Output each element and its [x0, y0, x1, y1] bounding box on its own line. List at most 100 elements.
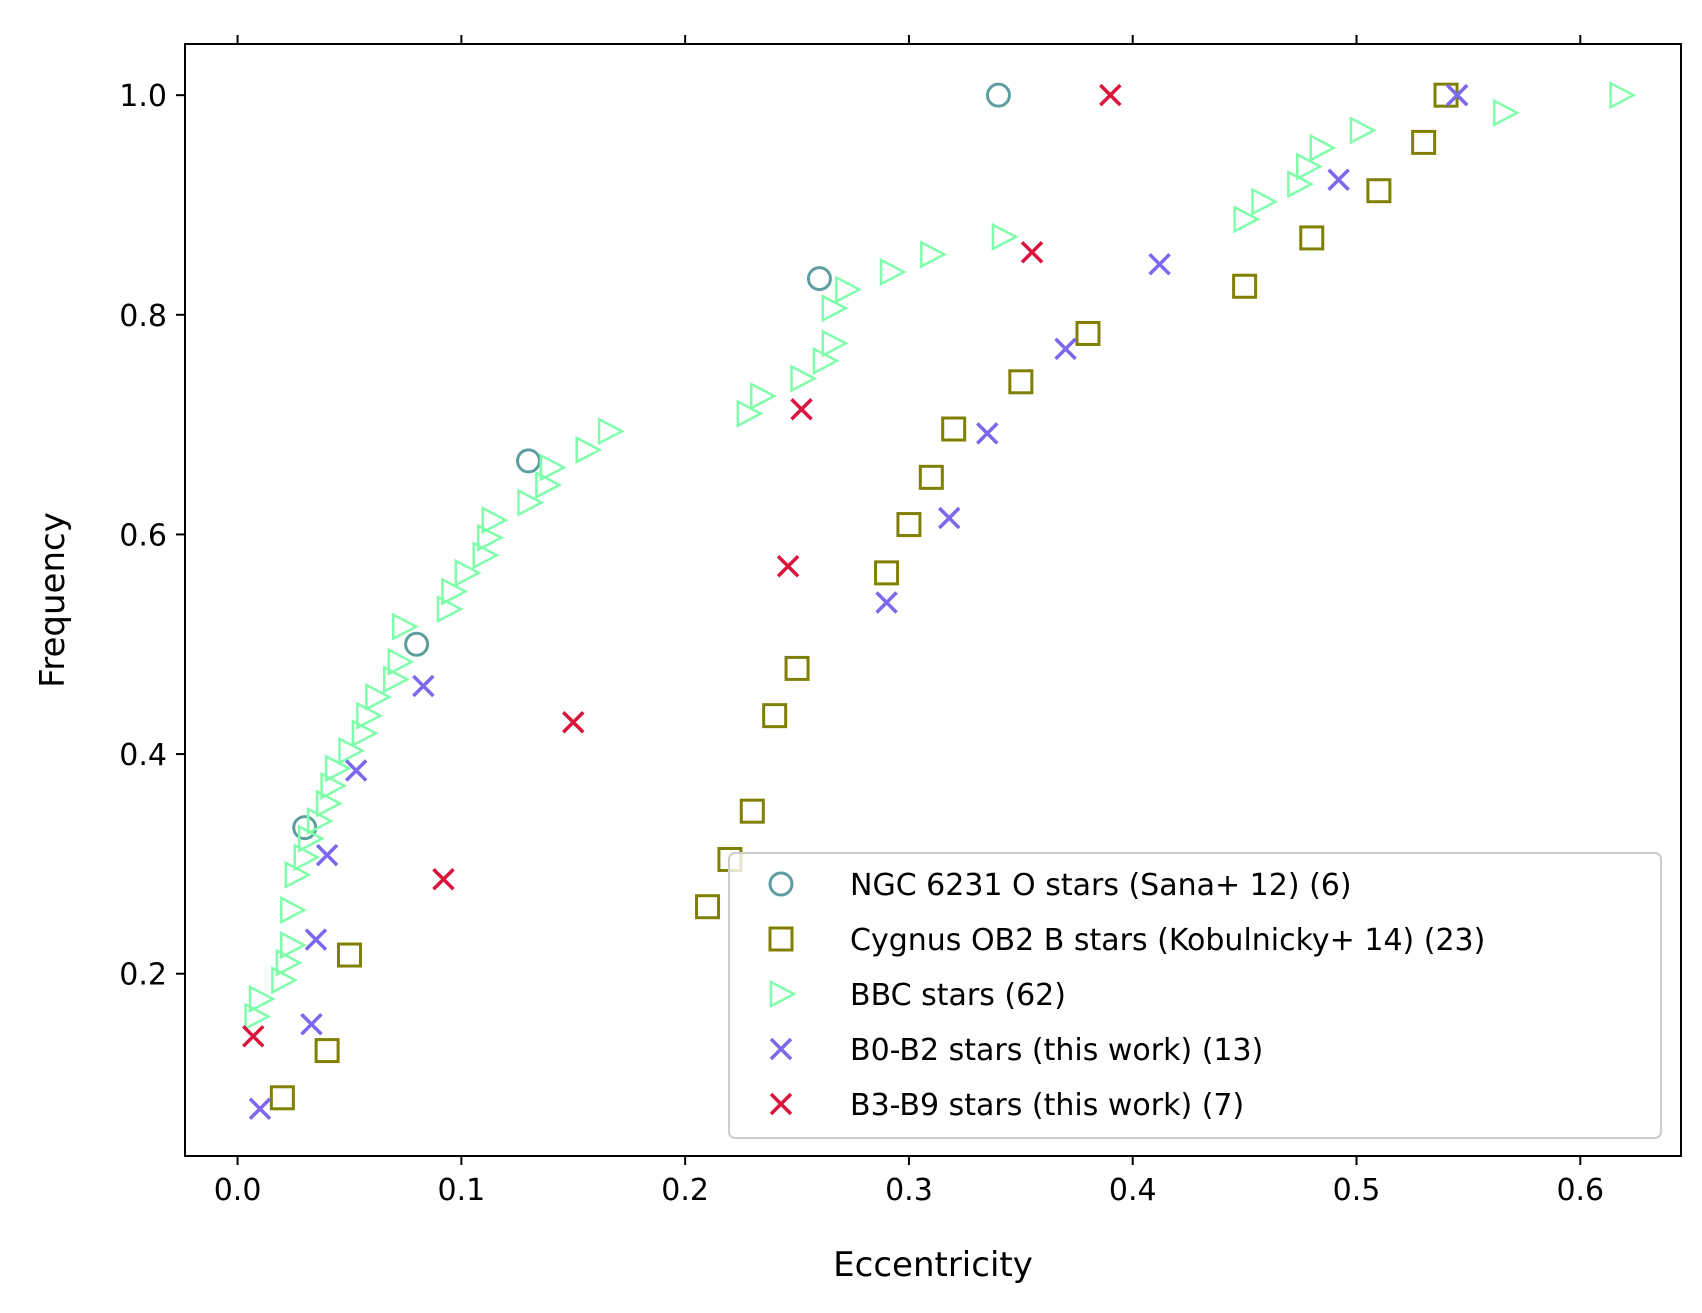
point-bbc-25: [481, 506, 509, 535]
point-bbc-11: [320, 771, 348, 800]
point-bbc-19: [391, 612, 419, 641]
point-b0b2-6: [875, 591, 898, 614]
point-bbc-5: [280, 895, 307, 925]
legend-frame: [728, 852, 1662, 1139]
point-cygnus-14: [1232, 273, 1258, 299]
point-b3b9-4: [790, 398, 813, 421]
point-b0b2-10: [1148, 253, 1171, 276]
point-cygnus-16: [1366, 178, 1392, 204]
point-bbc-29: [575, 435, 603, 464]
legend-label-b0b2: B0-B2 stars (this work) (13): [850, 1033, 1263, 1068]
point-bbc-26: [517, 488, 545, 517]
x-tick-label-2: 0.2: [661, 1173, 709, 1208]
point-b3b9-1: [432, 868, 455, 891]
point-bbc-38: [879, 257, 907, 287]
legend-marker-b0b2: [769, 1037, 793, 1061]
point-b0b2-1: [300, 1012, 323, 1036]
x-axis-ticks: 0.0 0.1 0.2 0.3 0.4 0.5 0.6: [214, 35, 1604, 1208]
series-cygnus: [269, 82, 1459, 1111]
plot-frame: [184, 43, 1682, 1157]
series-bbc: [244, 81, 1637, 1031]
point-ngc6231-4: [985, 82, 1011, 108]
point-b0b2-12: [1445, 83, 1469, 107]
point-cygnus-0: [269, 1085, 295, 1111]
point-cygnus-2: [336, 942, 362, 968]
point-bbc-3: [275, 948, 303, 977]
point-bbc-32: [749, 382, 777, 411]
point-cygnus-3: [695, 894, 721, 920]
x-tick-label-4: 0.4: [1109, 1173, 1157, 1208]
legend-marker-cygnus: [768, 926, 794, 952]
point-bbc-1: [248, 984, 276, 1014]
point-bbc-45: [1309, 133, 1337, 162]
point-bbc-35: [821, 329, 849, 358]
legend-marker-ngc6231: [768, 871, 794, 897]
point-b0b2-7: [937, 506, 961, 530]
point-bbc-47: [1492, 98, 1520, 127]
point-b0b2-2: [304, 928, 328, 951]
y-tick-label-0: 0.2: [119, 958, 167, 993]
point-bbc-21: [441, 577, 469, 606]
point-bbc-13: [338, 736, 366, 765]
point-bbc-39: [920, 240, 948, 269]
point-b3b9-6: [1099, 83, 1122, 107]
y-axis-ticks: 0.2 0.4 0.6 0.8 1.0: [119, 79, 185, 993]
y-tick-label-3: 0.8: [119, 299, 167, 334]
point-ngc6231-0: [292, 815, 318, 841]
legend-marker-b3b9: [769, 1092, 793, 1116]
point-bbc-48: [1609, 81, 1637, 110]
point-bbc-2: [271, 966, 299, 995]
point-ngc6231-3: [806, 266, 832, 292]
legend-marker-bbc: [769, 979, 797, 1009]
point-bbc-18: [387, 647, 415, 676]
point-bbc-40: [991, 222, 1019, 251]
point-b0b2-8: [976, 422, 999, 445]
point-bbc-10: [315, 789, 343, 818]
x-axis-label: Eccentricity: [833, 1245, 1033, 1285]
point-bbc-22: [454, 558, 482, 587]
legend-label-bbc: BBC stars (62): [850, 978, 1066, 1013]
point-bbc-20: [436, 595, 464, 624]
series-b3b9: [242, 83, 1122, 1048]
x-tick-label-3: 0.3: [885, 1173, 933, 1208]
point-bbc-36: [821, 294, 849, 323]
point-bbc-23: [472, 541, 500, 570]
point-bbc-4: [280, 931, 307, 960]
point-cygnus-7: [784, 655, 810, 681]
point-b0b2-5: [412, 674, 435, 698]
point-ngc6231-2: [516, 448, 542, 474]
point-b0b2-9: [1054, 337, 1077, 361]
point-cygnus-9: [896, 512, 922, 538]
y-axis-label: Frequency: [33, 512, 73, 688]
point-bbc-30: [597, 417, 625, 446]
point-bbc-46: [1349, 116, 1377, 145]
series-b0b2: [248, 83, 1469, 1121]
point-cygnus-10: [918, 464, 944, 490]
point-bbc-42: [1251, 187, 1279, 216]
point-b0b2-11: [1327, 168, 1350, 191]
legend-label-cygnus: Cygnus OB2 B stars (Kobulnicky+ 14) (23): [850, 923, 1485, 958]
point-bbc-12: [324, 754, 352, 783]
x-tick-label-0: 0.0: [214, 1173, 262, 1208]
legend-markers: [768, 871, 797, 1116]
point-ngc6231-1: [404, 631, 430, 657]
point-b0b2-4: [344, 759, 368, 782]
point-bbc-15: [356, 701, 384, 730]
point-bbc-27: [535, 470, 563, 500]
point-cygnus-11: [941, 416, 967, 442]
point-cygnus-15: [1299, 225, 1325, 251]
point-bbc-28: [539, 453, 567, 482]
point-cygnus-1: [314, 1038, 340, 1064]
x-tick-label-6: 0.6: [1556, 1173, 1604, 1208]
x-tick-label-5: 0.5: [1333, 1173, 1381, 1208]
point-b0b2-0: [248, 1097, 272, 1121]
point-bbc-24: [476, 523, 504, 552]
point-bbc-41: [1233, 205, 1261, 234]
point-bbc-33: [790, 364, 818, 393]
point-b3b9-0: [242, 1025, 265, 1048]
point-bbc-44: [1296, 152, 1323, 181]
point-bbc-14: [351, 719, 379, 748]
legend-label-ngc6231: NGC 6231 O stars (Sana+ 12) (6): [850, 868, 1352, 903]
point-cygnus-6: [762, 703, 788, 729]
